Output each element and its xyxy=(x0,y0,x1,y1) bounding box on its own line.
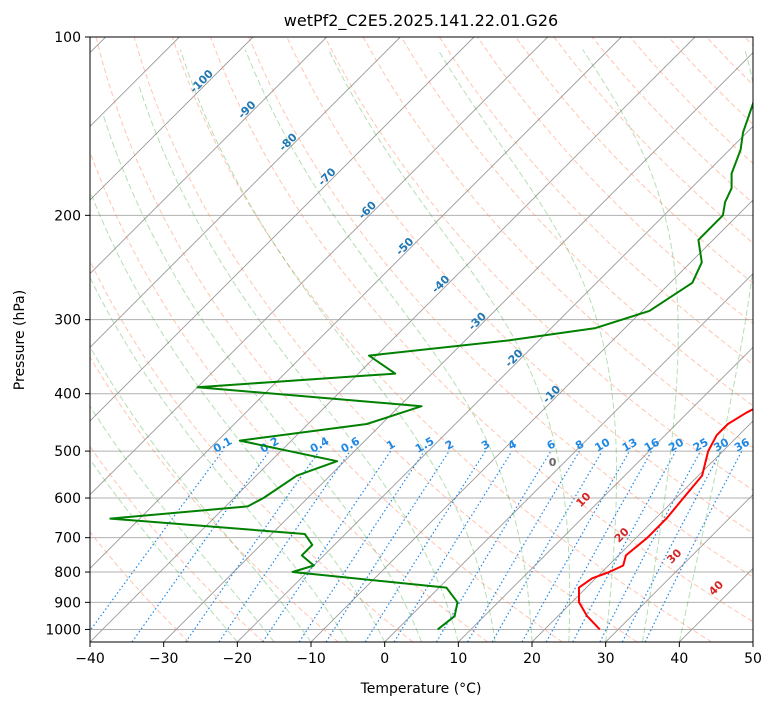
x-tick-label: 10 xyxy=(449,651,467,667)
dry-adiabat-line xyxy=(400,37,753,407)
y-tick-label: 300 xyxy=(54,313,81,329)
moist-adiabat-line xyxy=(137,83,459,642)
x-tick-label: 40 xyxy=(670,651,688,667)
y-tick-label: 1000 xyxy=(45,622,81,638)
moist-adiabat-line xyxy=(437,49,617,642)
sounding-profiles xyxy=(109,100,753,631)
mixing-ratio-line xyxy=(393,450,513,642)
isotherm-line xyxy=(531,420,753,642)
y-axis-label: Pressure (hPa) xyxy=(12,290,28,390)
moist-adiabat-line xyxy=(90,189,386,642)
mixing-ratio-line xyxy=(298,450,425,642)
moist-adiabat-line xyxy=(244,49,533,642)
dry-adiabat-line xyxy=(324,37,753,491)
x-tick-label: 50 xyxy=(744,651,762,667)
dry-adiabat-line xyxy=(171,37,712,642)
isotherm-line xyxy=(90,37,401,348)
isotherm-line xyxy=(90,37,696,642)
isotherm-line xyxy=(90,37,254,201)
mixing-ratio-line xyxy=(521,450,631,642)
dry-adiabat-line xyxy=(90,445,264,642)
x-tick-label: −20 xyxy=(223,651,253,667)
y-tick-label: 400 xyxy=(54,387,81,403)
y-tick-label: 500 xyxy=(54,444,81,460)
mixing-ratio-line xyxy=(545,450,653,642)
dry-adiabat-line xyxy=(133,37,638,642)
dry-adiabat-line xyxy=(95,37,563,642)
dry-adiabat-line xyxy=(90,150,488,642)
dry-adiabat-line xyxy=(90,259,414,642)
x-tick-label: −30 xyxy=(149,651,179,667)
x-tick-label: 0 xyxy=(380,651,389,667)
y-tick-label: 200 xyxy=(54,208,81,224)
mixing-ratio-line xyxy=(572,450,677,642)
isotherm-line xyxy=(605,494,753,642)
y-tick-label: 600 xyxy=(54,491,81,507)
moist-adiabat-line xyxy=(90,276,349,642)
isotherm-line xyxy=(90,37,475,422)
y-tick-label: 800 xyxy=(54,565,81,581)
moist-adiabat-line xyxy=(90,345,312,642)
moist-adiabat-line xyxy=(90,458,238,642)
moist-adiabat-line xyxy=(179,49,496,642)
y-tick-label: 900 xyxy=(54,595,81,611)
isotherm-line xyxy=(90,37,327,275)
x-axis: −40 −30 −20 −10 0 10 20 30 40 50 xyxy=(75,642,762,667)
background-lines xyxy=(90,37,753,642)
moist-adiabat-line xyxy=(582,49,679,642)
plot-frame xyxy=(89,36,754,643)
isotherm-line xyxy=(163,52,753,642)
dry-adiabat-line xyxy=(515,37,753,284)
x-tick-label: 30 xyxy=(597,651,615,667)
isotherm-line xyxy=(310,199,753,642)
isotherm-line xyxy=(458,346,753,642)
mixing-ratio-line xyxy=(90,450,223,632)
isotherm-line xyxy=(384,273,753,642)
dewpoint-profile-line xyxy=(109,100,753,631)
mixing-ratio-line xyxy=(644,450,743,642)
mixing-ratio-line xyxy=(262,450,392,642)
y-tick-label: 700 xyxy=(54,531,81,547)
zero-isotherm-label: 0 xyxy=(549,456,557,469)
moist-adiabat-line xyxy=(102,114,422,642)
x-tick-label: −40 xyxy=(75,651,105,667)
temperature-profile-line xyxy=(578,408,753,631)
isotherm-line xyxy=(90,37,548,496)
x-tick-label: 20 xyxy=(523,651,541,667)
mixing-ratio-line xyxy=(131,450,270,642)
moist-adiabat-line xyxy=(678,49,753,642)
mixing-ratio-line xyxy=(325,450,450,642)
dry-adiabat-line xyxy=(90,356,339,642)
x-axis-label: Temperature (°C) xyxy=(360,681,482,697)
mixing-ratio-line xyxy=(218,450,351,642)
y-tick-label: 100 xyxy=(54,30,81,46)
dry-adiabat-line xyxy=(90,531,190,642)
dry-adiabat-line xyxy=(438,37,753,366)
dry-adiabat-line xyxy=(210,37,753,623)
mixing-ratio-line xyxy=(185,450,320,642)
isotherm-line xyxy=(90,37,622,569)
moist-adiabat-line xyxy=(328,49,571,642)
x-tick-label: −10 xyxy=(296,651,326,667)
dry-adiabat-line xyxy=(248,37,753,578)
y-axis: 1000 900 800 700 600 500 400 300 200 100 xyxy=(45,30,90,638)
chart-title: wetPf2_C2E5.2025.141.22.01.G26 xyxy=(284,11,558,31)
